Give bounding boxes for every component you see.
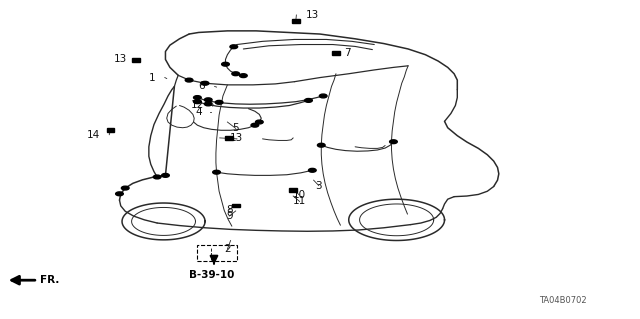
Text: 7: 7 [344, 48, 351, 58]
Text: FR.: FR. [40, 275, 60, 285]
Circle shape [232, 72, 239, 76]
Circle shape [122, 186, 129, 190]
Circle shape [305, 99, 312, 102]
Circle shape [193, 96, 201, 100]
Text: 2: 2 [224, 244, 230, 254]
Text: 5: 5 [232, 123, 239, 133]
Circle shape [390, 140, 397, 144]
Text: 8: 8 [226, 205, 232, 215]
Text: 6: 6 [198, 81, 205, 92]
Text: 10: 10 [293, 190, 306, 200]
Bar [225, 136, 233, 140]
Text: 13: 13 [306, 10, 319, 20]
Text: 13: 13 [114, 55, 127, 64]
Circle shape [239, 74, 247, 78]
Text: 14: 14 [86, 130, 100, 140]
Text: 4: 4 [195, 108, 202, 117]
Bar [332, 51, 340, 55]
Circle shape [251, 123, 259, 127]
Circle shape [204, 98, 212, 102]
Circle shape [162, 174, 170, 177]
Circle shape [154, 175, 161, 179]
Bar [292, 19, 300, 23]
Text: TA04B0702: TA04B0702 [539, 296, 586, 305]
Text: 12: 12 [191, 100, 204, 110]
Bar [232, 204, 239, 207]
Circle shape [308, 168, 316, 172]
Circle shape [221, 62, 229, 66]
Circle shape [201, 81, 209, 85]
Circle shape [317, 143, 325, 147]
Text: 11: 11 [293, 197, 306, 206]
Circle shape [212, 170, 220, 174]
Circle shape [319, 94, 327, 98]
Bar [107, 128, 115, 132]
Circle shape [230, 45, 237, 49]
Text: 9: 9 [226, 211, 232, 221]
Text: 1: 1 [148, 72, 156, 83]
Circle shape [215, 100, 223, 104]
Text: B-39-10: B-39-10 [189, 271, 234, 280]
Circle shape [185, 78, 193, 82]
Text: 3: 3 [316, 181, 322, 190]
Circle shape [193, 100, 201, 104]
Circle shape [204, 102, 212, 106]
Circle shape [255, 120, 263, 124]
Bar [132, 58, 140, 62]
Bar [289, 188, 297, 192]
Circle shape [116, 192, 124, 196]
Text: 13: 13 [229, 133, 243, 143]
